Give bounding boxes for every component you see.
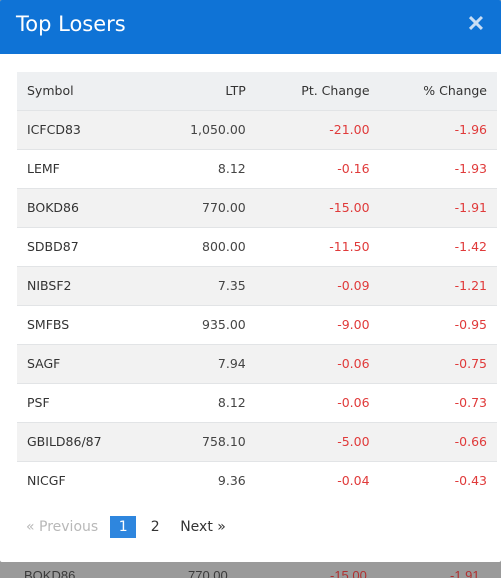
cell-pct-change: -1.93 (454, 161, 487, 176)
background-symbol: BOKD86 (24, 568, 76, 578)
cell-pt-change: -0.04 (337, 473, 370, 489)
cell-pt-change: -0.06 (337, 395, 370, 410)
table-row: SMFBS 935.00 -9.00 -0.95 (17, 305, 497, 344)
cell-pt-change: -11.50 (329, 239, 370, 254)
modal-title: Top Losers (16, 12, 126, 36)
table-row: LEMF 8.12 -0.16 -1.93 (17, 149, 497, 188)
table-row: ICFCD83 1,050.00 -21.00 -1.96 (17, 110, 497, 149)
cell-pt-change: -15.00 (329, 200, 370, 215)
table-row: PSF 8.12 -0.06 -0.73 (17, 383, 497, 422)
cell-pct-change: -0.95 (454, 317, 487, 332)
cell-symbol[interactable]: SAGF (27, 356, 61, 371)
cell-pct-change: -1.91 (454, 200, 487, 215)
cell-symbol[interactable]: PSF (27, 395, 50, 410)
column-header-symbol[interactable]: Symbol (27, 83, 74, 99)
cell-ltp: 800.00 (202, 239, 246, 254)
modal-header: Top Losers ✕ (0, 0, 501, 54)
cell-pct-change: -0.75 (454, 356, 487, 371)
cell-symbol[interactable]: BOKD86 (27, 200, 79, 215)
close-icon[interactable]: ✕ (466, 11, 486, 36)
cell-symbol[interactable]: NIBSF2 (27, 278, 72, 293)
cell-ltp: 8.12 (217, 395, 246, 410)
cell-pt-change: -9.00 (337, 317, 370, 332)
column-header-pt-change[interactable]: Pt. Change (301, 83, 370, 99)
column-header-ltp[interactable]: LTP (225, 83, 246, 99)
cell-pt-change: -21.00 (329, 122, 370, 137)
table-row: NIBSF2 7.35 -0.09 -1.21 (17, 266, 497, 305)
cell-ltp: 7.35 (217, 278, 246, 293)
background-pct-change: -1.91 (450, 568, 480, 578)
cell-symbol[interactable]: LEMF (27, 161, 60, 176)
cell-pct-change: -0.66 (454, 434, 487, 449)
cell-pct-change: -1.96 (454, 122, 487, 137)
losers-table-container: Symbol LTP Pt. Change % Change ICFCD83 1… (17, 72, 497, 500)
pagination: « Previous 1 2 Next » (26, 515, 226, 539)
page-button-2[interactable]: 2 (150, 519, 160, 535)
next-page-button[interactable]: Next » (180, 519, 226, 535)
table-header-row: Symbol LTP Pt. Change % Change (17, 72, 497, 110)
table-row: SAGF 7.94 -0.06 -0.75 (17, 344, 497, 383)
losers-table: Symbol LTP Pt. Change % Change ICFCD83 1… (17, 72, 497, 500)
column-header-pct-change[interactable]: % Change (423, 83, 487, 99)
previous-page-button[interactable]: « Previous (26, 519, 99, 535)
cell-ltp: 9.36 (217, 473, 246, 489)
cell-pt-change: -0.06 (337, 356, 370, 371)
cell-ltp: 7.94 (217, 356, 246, 371)
cell-ltp: 935.00 (202, 317, 246, 332)
table-row: SDBD87 800.00 -11.50 -1.42 (17, 227, 497, 266)
cell-symbol[interactable]: SDBD87 (27, 239, 79, 254)
background-table-row: BOKD86 770.00 -15.00 -1.91 (0, 562, 501, 578)
page-button-1[interactable]: 1 (110, 516, 137, 538)
cell-ltp: 758.10 (202, 434, 246, 449)
table-row: BOKD86 770.00 -15.00 -1.91 (17, 188, 497, 227)
cell-ltp: 770.00 (202, 200, 246, 215)
cell-symbol[interactable]: GBILD86/87 (27, 434, 102, 449)
cell-symbol[interactable]: NICGF (27, 473, 66, 489)
cell-pct-change: -0.73 (454, 395, 487, 410)
table-row: GBILD86/87 758.10 -5.00 -0.66 (17, 422, 497, 461)
cell-ltp: 1,050.00 (190, 122, 246, 137)
table-row: NICGF 9.36 -0.04 -0.43 (17, 461, 497, 500)
cell-symbol[interactable]: SMFBS (27, 317, 70, 332)
background-ltp: 770.00 (188, 568, 228, 578)
cell-symbol[interactable]: ICFCD83 (27, 122, 81, 137)
cell-pct-change: -1.42 (454, 239, 487, 254)
cell-pt-change: -0.09 (337, 278, 370, 293)
cell-ltp: 8.12 (217, 161, 246, 176)
cell-pt-change: -0.16 (337, 161, 370, 176)
cell-pct-change: -0.43 (454, 473, 487, 489)
background-pt-change: -15.00 (330, 568, 367, 578)
top-losers-modal: Top Losers ✕ Symbol LTP Pt. Change % Cha… (0, 0, 501, 562)
cell-pt-change: -5.00 (337, 434, 370, 449)
cell-pct-change: -1.21 (454, 278, 487, 293)
